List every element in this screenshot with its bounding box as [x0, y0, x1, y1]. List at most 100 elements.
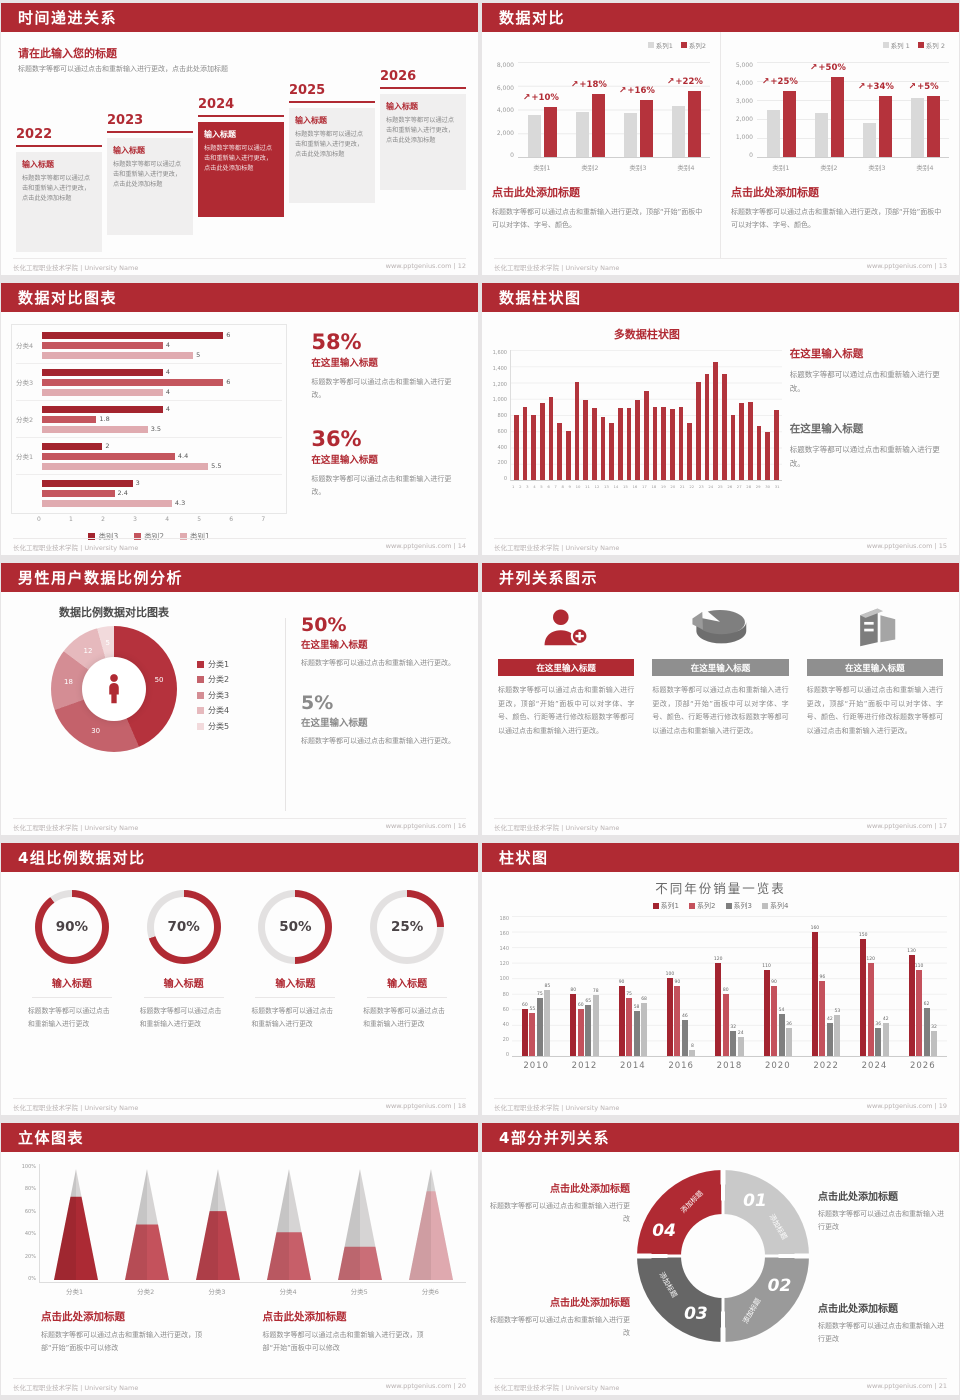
slide-body-threecol: 在这里输入标题标题数字等都可以通过点击和重新输入进行更改，顶部“开始”面板中可以…: [482, 592, 959, 819]
stat-heading: 在这里输入标题: [301, 640, 368, 651]
donut-hole: [82, 657, 146, 721]
column-body: 标题数字等都可以通过点击和重新输入进行更改，顶部“开始”面板中可以对字体、字号、…: [498, 686, 635, 735]
y-tick: 0%: [28, 1275, 36, 1282]
panel-heading: 点击此处添加标题: [731, 186, 819, 199]
footer-site-page: www.pptgenius.com | 14: [385, 542, 466, 550]
ring-label: 输入标题: [51, 979, 92, 990]
bar: [574, 381, 580, 480]
group-bars: 2 4.4 5.5: [42, 440, 282, 472]
growth-label: ↗+10%: [523, 93, 559, 103]
bar-group: 分类2 4 1.8 3.5: [16, 401, 283, 438]
notes-row: 点击此处添加标题 标题数字等都可以通过点击和重新输入进行更改，顶部“开始”面板中可…: [15, 1309, 466, 1356]
bar-row: 4: [42, 388, 282, 396]
note-block: 点击此处添加标题 标题数字等都可以通过点击和重新输入进行更改: [490, 1180, 630, 1226]
slide-footer: 长化工程职业技术学院 | University Name www.pptgeniu…: [13, 258, 466, 272]
timeline-divider: [107, 131, 193, 133]
x-tick: 19: [660, 484, 666, 489]
cone-bar: [334, 1166, 386, 1282]
bar: [42, 415, 97, 423]
chart-title: 不同年份销量一览表: [655, 881, 786, 896]
bar: [600, 416, 606, 480]
bar: 75: [626, 992, 633, 1056]
legend-swatch: [197, 722, 204, 730]
chart-plot-row: 5,000 4,000 3,000 2,000 1,000 0 ↗+25% ↗+50% ↗+34…: [731, 62, 949, 159]
slide-cone-chart: 立体图表 100% 80% 60% 40% 20% 0% 分类1 分类2 分类3 分类4 分类5 分类…: [1, 1123, 478, 1395]
bar-value: 75: [626, 991, 632, 997]
timeline-item: 2023 输入标题 标题数字等都可以通过点击和重新输入进行更改，点击此处添加标题: [107, 113, 193, 235]
slide-hbar-chart: 数据对比图表 分类4 6 4 5 分类3 4 6 4 分类2 4 1.8 3.5 分类1 2 4.4 5.5 3…: [1, 283, 478, 555]
legend-label: 分类2: [208, 675, 230, 684]
bar: [557, 423, 562, 480]
footer-school: 长化工程职业技术学院 | University Name: [494, 544, 620, 552]
footer-school: 长化工程职业技术学院 | University Name: [494, 1104, 620, 1112]
x-tick: 4: [533, 484, 536, 489]
x-tick: 26: [727, 484, 733, 489]
column-header: 在这里输入标题: [498, 659, 635, 676]
note-body: 标题数字等都可以通过点击和重新输入进行更改，顶部“开始”面板中可以修改: [41, 1331, 202, 1353]
bar-row: 4: [42, 405, 282, 413]
bar: 8: [689, 1044, 696, 1056]
bar-group: 分类3 4 6 4: [16, 364, 283, 401]
bar-value: 2.4: [117, 489, 128, 497]
bar-group: 110 90 54 36: [762, 916, 793, 1056]
bar-value: 60: [577, 1003, 584, 1009]
slide-cycle-diagram: 4部分并列关系 01 添加标题 02 添加标题 03 添加标题 04 添加标题 点击此处添加标题…: [482, 1123, 959, 1395]
bar: [42, 462, 209, 470]
panel-heading: 点击此处添加标题: [492, 186, 580, 199]
column-body: 标题数字等都可以通过点击和重新输入进行更改，顶部“开始”面板中可以对字体、字号、…: [806, 686, 943, 735]
x-axis: 2010 2012 2014 2016 2018 2020 2022 2024 2026: [512, 1061, 947, 1071]
bar-group: 分类1 2 4.4 5.5: [16, 438, 283, 475]
bar-value: 4: [165, 388, 170, 396]
bar-row: 4: [42, 368, 282, 376]
slide-header: 数据对比: [482, 3, 959, 32]
bar: 46: [681, 1014, 688, 1056]
timeline-box: 输入标题 标题数字等都可以通过点击和重新输入进行更改，点击此处添加标题: [16, 152, 102, 252]
segment-label: 添加标题: [767, 1212, 789, 1242]
legend-label: 分类5: [208, 721, 230, 731]
y-tick: 100%: [21, 1164, 36, 1170]
y-tick: 1,000: [735, 134, 753, 141]
bar-group: 80 60 65 78: [570, 916, 599, 1056]
bar-group: ↗+22%: [667, 62, 703, 157]
bar-value: 100: [665, 972, 675, 978]
x-tick: 2014: [620, 1061, 646, 1071]
bar: 55: [529, 1007, 536, 1056]
x-tick: 类别4: [677, 164, 695, 172]
bar: [704, 374, 710, 480]
bar: [522, 406, 528, 480]
group-bars: 3 2.4 4.3: [42, 477, 282, 509]
x-tick: 24: [708, 484, 714, 489]
progress-ring: 70%: [146, 890, 221, 964]
segment-label: 添加标题: [741, 1296, 763, 1325]
bar-value: 53: [834, 1008, 841, 1014]
ring-label: 输入标题: [163, 979, 204, 990]
bar: 36: [786, 1022, 793, 1056]
slide-header: 4部分并列关系: [482, 1123, 959, 1152]
legend-item: 类别2: [134, 531, 164, 542]
bar: 150: [859, 933, 868, 1056]
stat-heading: 在这里输入标题: [789, 422, 864, 435]
timeline-year: 2022: [16, 127, 53, 142]
ring-column: 90% 输入标题 标题数字等都可以通过点击和重新输入进行更改: [23, 880, 121, 1099]
ring-column: 25% 输入标题 标题数字等都可以通过点击和重新输入进行更改: [358, 880, 456, 1099]
slide-title: 柱状图: [499, 849, 549, 867]
slide-donut-analysis: 男性用户数据比例分析 数据比例数据对比图表 50 30 18 12 5 分类1 分类2 分类3 分…: [1, 563, 478, 835]
hbar-chart: 分类4 6 4 5 分类3 4 6 4 分类2 4 1.8 3.5 分类1 2 4.4 5.5 3 2.4 4.3 0…: [11, 324, 288, 542]
plot-area: ↗+10% ↗+18% ↗+16% ↗+22%: [518, 62, 710, 158]
bar: [540, 402, 545, 480]
bar: 85: [544, 984, 551, 1056]
legend-item: 分类3: [197, 690, 229, 701]
bar-value: 55: [529, 1007, 536, 1013]
legend-item: 分类5: [197, 721, 229, 732]
cycle-hole: [681, 1214, 765, 1298]
x-tick: 2: [519, 484, 522, 489]
y-tick: 20: [502, 1036, 509, 1043]
arrow-up-icon: ↗: [522, 93, 531, 104]
cycle-diagram: 01 添加标题 02 添加标题 03 添加标题 04 添加标题: [637, 1170, 809, 1342]
x-tick: 类别1: [533, 164, 551, 172]
bar-value: 68: [641, 997, 647, 1003]
bar-group: 160 96 42 53: [811, 916, 841, 1056]
ring-value: 90%: [41, 897, 102, 957]
bar: [661, 406, 666, 480]
arrow-up-icon: ↗: [666, 76, 675, 87]
